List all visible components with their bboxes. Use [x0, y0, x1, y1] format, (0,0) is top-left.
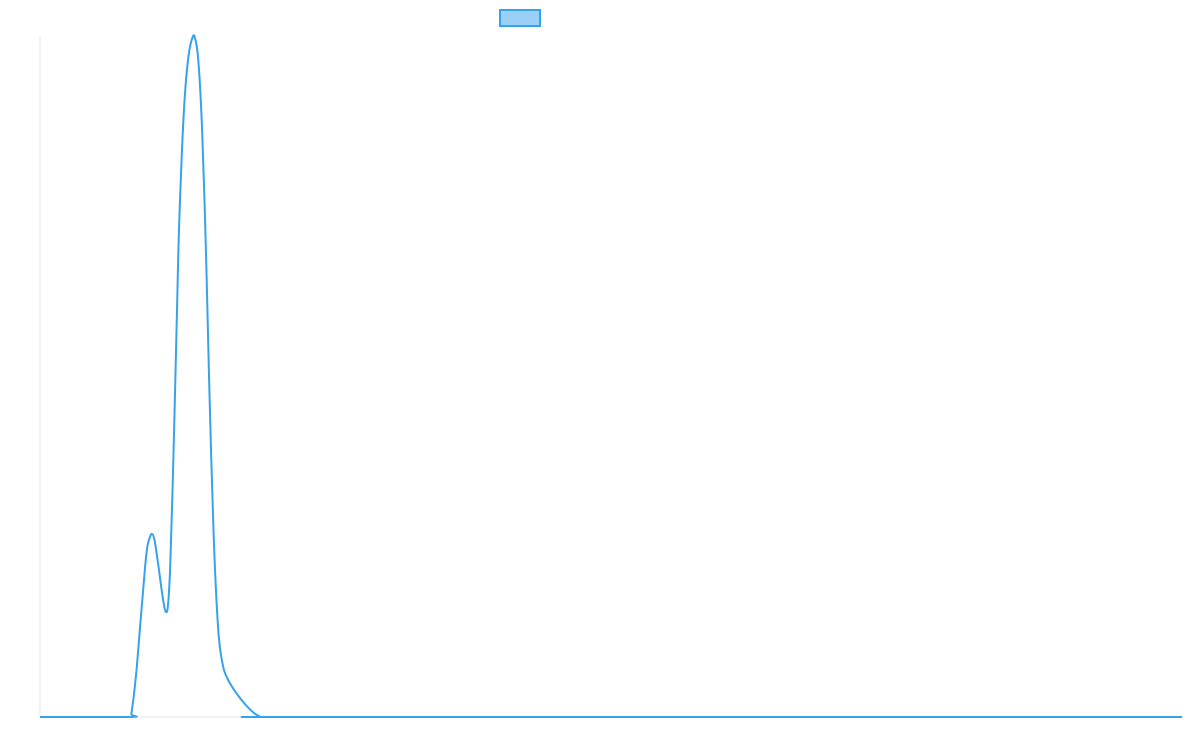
series-line-0 [39, 34, 1182, 719]
legend-swatch [499, 9, 541, 27]
series-layer [39, 34, 1182, 719]
legend[interactable] [499, 9, 541, 27]
axes [39, 36, 1182, 718]
